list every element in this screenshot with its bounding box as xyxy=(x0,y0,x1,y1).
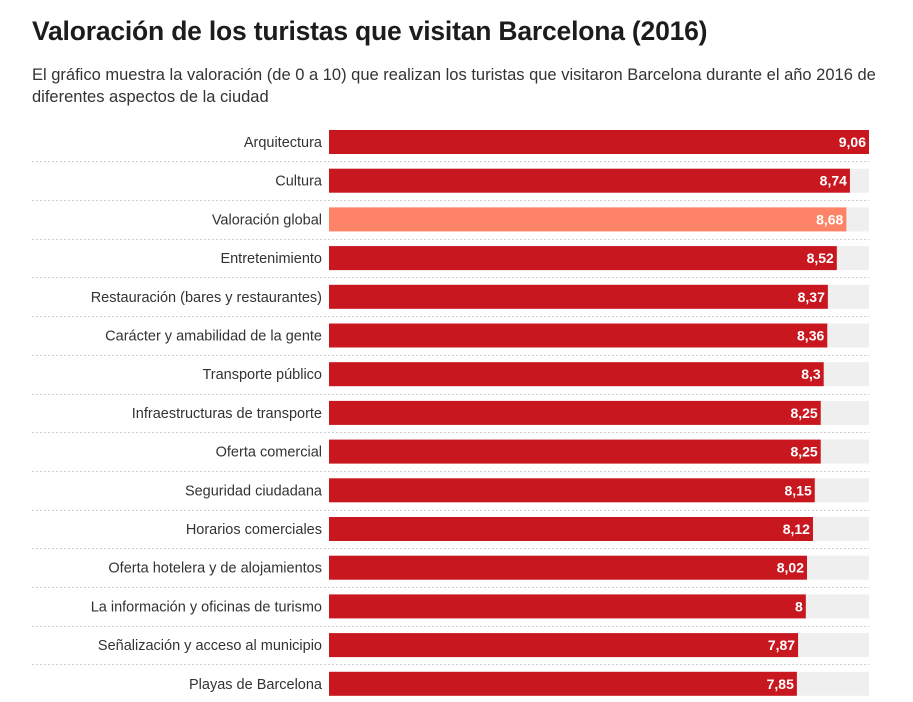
bar[interactable] xyxy=(329,633,799,658)
value-label: 7,85 xyxy=(767,676,794,692)
value-label: 8,74 xyxy=(820,173,847,189)
value-label: 8,52 xyxy=(807,250,834,266)
bar[interactable] xyxy=(329,478,815,503)
bar-chart: Arquitectura 9,06 Cultura 8,74 Valoración gl… xyxy=(32,130,869,696)
value-label: 8,37 xyxy=(798,289,825,305)
category-label: Restauración (bares y restaurantes) xyxy=(91,290,322,306)
value-label: 8,15 xyxy=(785,482,812,498)
value-label: 8,3 xyxy=(801,366,821,382)
bar[interactable] xyxy=(329,555,808,580)
value-label: 8,02 xyxy=(777,560,804,576)
value-label: 8,25 xyxy=(790,405,817,421)
category-label: Carácter y amabilidad de la gente xyxy=(105,329,322,345)
bar[interactable] xyxy=(329,323,828,348)
category-label: Transporte público xyxy=(202,367,322,383)
chart-title: Valoración de los turistas que visitan B… xyxy=(32,16,708,46)
value-label: 8,36 xyxy=(797,328,824,344)
value-label: 7,87 xyxy=(768,637,795,653)
category-label: Horarios comerciales xyxy=(186,522,322,538)
bar[interactable] xyxy=(329,168,850,193)
category-label: Infraestructuras de transporte xyxy=(132,406,322,422)
category-label: Oferta comercial xyxy=(216,445,322,461)
bar[interactable] xyxy=(329,517,813,541)
bar[interactable] xyxy=(329,246,837,271)
category-label: Señalización y acceso al municipio xyxy=(98,638,322,654)
category-label: Arquitectura xyxy=(244,135,323,151)
bar[interactable] xyxy=(329,130,869,154)
chart-subtitle: El gráfico muestra la valoración (de 0 a… xyxy=(32,66,876,106)
value-label: 8,68 xyxy=(816,211,843,227)
category-label: Playas de Barcelona xyxy=(189,677,323,693)
bar[interactable] xyxy=(329,439,821,464)
bar[interactable] xyxy=(329,362,824,387)
bar-highlight[interactable] xyxy=(329,207,847,232)
bar[interactable] xyxy=(329,400,821,425)
category-label: Valoración global xyxy=(212,212,322,228)
category-label: Oferta hotelera y de alojamientos xyxy=(108,561,322,577)
value-label: 8,25 xyxy=(790,444,817,460)
category-label: Cultura xyxy=(275,174,323,190)
bar[interactable] xyxy=(329,284,828,309)
category-label: Seguridad ciudadana xyxy=(185,483,323,499)
bar[interactable] xyxy=(329,594,806,619)
value-label: 8,12 xyxy=(783,521,810,537)
value-label: 8 xyxy=(795,598,803,614)
category-label: La información y oficinas de turismo xyxy=(91,599,322,615)
bar[interactable] xyxy=(329,671,797,696)
value-label: 9,06 xyxy=(839,134,866,150)
category-label: Entretenimiento xyxy=(220,251,322,267)
